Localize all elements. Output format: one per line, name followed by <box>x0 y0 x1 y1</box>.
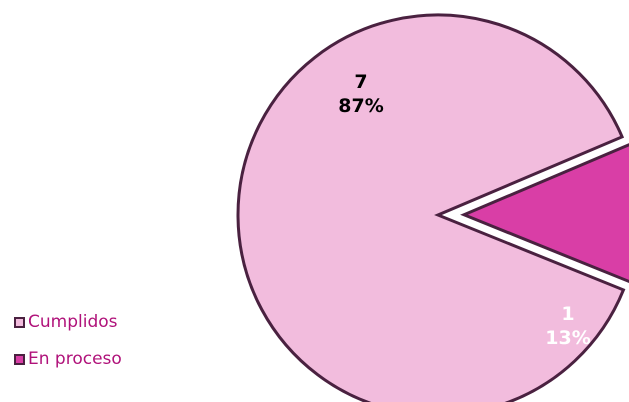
pie-slice-en-proceso <box>460 143 629 284</box>
legend-item-en-proceso: En proceso <box>14 349 122 369</box>
data-label-value-1: 1 <box>561 303 574 325</box>
pie-slice-cumplidos <box>236 13 626 402</box>
legend: Cumplidos En proceso <box>14 312 122 386</box>
legend-label-en-proceso: En proceso <box>28 349 122 369</box>
pie-slices <box>236 13 629 402</box>
data-label-percent-1: 13% <box>545 327 590 349</box>
data-label-value-0: 7 <box>354 71 367 93</box>
legend-swatch-en-proceso <box>14 353 25 365</box>
legend-item-cumplidos: Cumplidos <box>14 312 122 332</box>
pie-labels: 787% 113% <box>338 71 590 349</box>
data-label-percent-0: 87% <box>338 95 383 117</box>
legend-label-cumplidos: Cumplidos <box>28 312 118 332</box>
legend-swatch-cumplidos <box>14 316 25 328</box>
